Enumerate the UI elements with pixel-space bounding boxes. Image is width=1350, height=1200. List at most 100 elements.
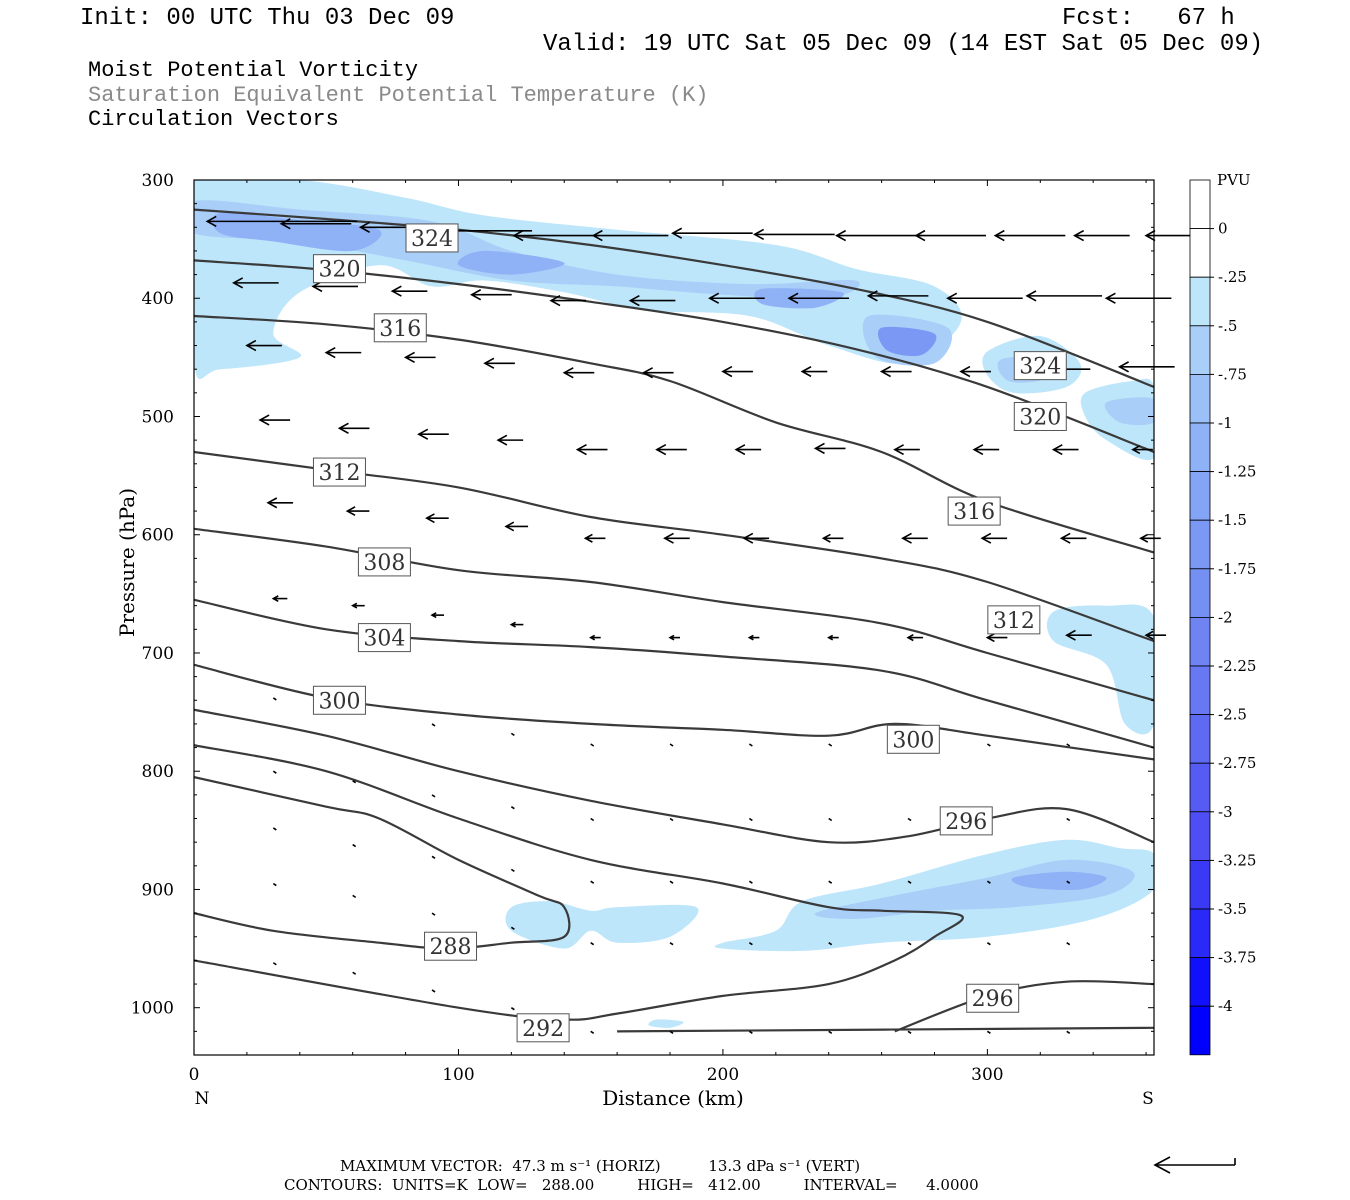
wind-vector-small <box>986 743 991 747</box>
pv-region <box>194 200 860 299</box>
wind-vector <box>1072 229 1130 242</box>
contour-label-box <box>516 1013 570 1043</box>
wind-vector-small <box>590 1030 595 1035</box>
contour-label-box <box>1013 351 1067 381</box>
pv-region <box>877 326 937 357</box>
wind-vector <box>879 365 912 378</box>
contour-label: 296 <box>972 987 1014 1012</box>
contour-label-box <box>1013 401 1067 431</box>
theta-contour-line <box>194 314 1154 554</box>
wind-vector <box>821 533 844 543</box>
wind-vector-small <box>590 817 595 822</box>
colorbar-bin <box>1189 373 1211 424</box>
y-axis-label: Pressure (hPa) <box>115 488 139 637</box>
y-tick-label: 300 <box>142 171 174 191</box>
wind-vector-small <box>669 942 674 946</box>
wind-vector-small <box>1066 880 1071 884</box>
wind-vector <box>1104 292 1172 304</box>
plot-frame <box>193 179 1155 1056</box>
theta-contour-line <box>194 776 571 950</box>
wind-vector <box>496 434 524 446</box>
wind-vector-small <box>431 794 436 798</box>
reference-vector <box>1153 1156 1236 1174</box>
wind-vector-small <box>352 843 357 848</box>
wind-vector <box>753 228 835 241</box>
wind-vector <box>1139 533 1161 543</box>
contour-label: 300 <box>892 728 934 753</box>
wind-vector-small <box>1066 743 1071 747</box>
contour-label-box <box>357 547 411 577</box>
max-vector-note: MAXIMUM VECTOR: 47.3 m s⁻¹ (HORIZ) 13.3 … <box>340 1157 861 1175</box>
contour-label-box <box>312 457 366 487</box>
x-axis-label: Distance (km) <box>602 1086 744 1110</box>
contour-label: 312 <box>993 609 1035 634</box>
colorbar-label: -.75 <box>1218 365 1247 383</box>
wind-vector <box>1144 630 1167 640</box>
y-tick-label: 800 <box>142 762 174 782</box>
wind-vector <box>946 292 1023 304</box>
colorbar-label: -2.75 <box>1218 754 1256 772</box>
wind-vector <box>721 365 753 378</box>
colorbar-label: -2.25 <box>1218 657 1256 675</box>
colorbar-bin <box>1189 665 1211 715</box>
wind-vector <box>483 357 515 369</box>
wind-vector <box>583 533 606 543</box>
wind-vector-small <box>828 942 833 946</box>
wind-vector-small <box>510 732 515 737</box>
wind-vector <box>403 351 436 364</box>
init-time: Init: 00 UTC Thu 03 Dec 09 <box>80 5 455 32</box>
pv-region <box>648 1019 684 1028</box>
colorbar-bin <box>1189 422 1211 472</box>
pv-region <box>1011 871 1107 891</box>
wind-vector <box>1131 445 1153 455</box>
wind-vector-small <box>352 971 357 975</box>
wind-vector <box>906 634 924 642</box>
wind-vector <box>985 633 1008 643</box>
y-tick-label: 1000 <box>131 999 174 1019</box>
colorbar-label: -4 <box>1218 997 1233 1015</box>
wind-vector <box>337 422 370 434</box>
colorbar-label: -1.5 <box>1218 511 1247 529</box>
wind-vector-small <box>510 868 515 873</box>
contour-label-box <box>886 724 940 754</box>
y-tick-label: 400 <box>142 289 174 309</box>
colorbar-label: -1 <box>1218 414 1233 432</box>
contours-note: CONTOURS: UNITS=K LOW= 288.00 HIGH= 412.… <box>284 1176 979 1194</box>
colorbar-label: 0 <box>1218 220 1228 238</box>
contour-label: 320 <box>1019 405 1061 430</box>
wind-vector-small <box>907 1030 912 1035</box>
wind-vector-small <box>1066 942 1071 946</box>
wind-vector <box>1059 532 1087 544</box>
wind-vector <box>575 443 608 456</box>
theta-contour-line <box>894 980 1154 1033</box>
wind-vector-small <box>748 942 753 946</box>
contour-label: 304 <box>363 627 405 652</box>
contour-label-box <box>939 806 993 836</box>
wind-vector <box>504 521 529 532</box>
y-tick-label: 600 <box>142 526 174 546</box>
wind-vector-small <box>907 942 912 946</box>
wind-vector <box>509 621 524 628</box>
colorbar-label: -2.5 <box>1218 706 1247 724</box>
wind-vector-small <box>590 942 595 946</box>
wind-vector-small <box>510 926 515 930</box>
wind-vector <box>663 532 690 544</box>
wind-vector-small <box>272 882 277 887</box>
wind-vector-small <box>1066 817 1071 822</box>
colorbar-bin <box>1189 325 1211 375</box>
contour-label: 300 <box>318 689 360 714</box>
contour-label-box <box>312 254 366 284</box>
contour-label-box <box>987 605 1041 635</box>
colorbar-bin <box>1189 519 1211 570</box>
colorbar-bin <box>1189 617 1211 667</box>
colorbar-title: PVU <box>1217 171 1251 189</box>
wind-vector-small <box>431 989 436 993</box>
wind-vector-small <box>510 1007 515 1011</box>
x-end-label-south: S <box>1142 1089 1154 1109</box>
contour-label: 324 <box>411 227 453 252</box>
field-title-vectors: Circulation Vectors <box>88 107 339 132</box>
colorbar-bin <box>1189 714 1211 764</box>
wind-vector <box>266 497 294 509</box>
wind-vector <box>232 277 279 289</box>
colorbar-bin <box>1189 908 1211 958</box>
